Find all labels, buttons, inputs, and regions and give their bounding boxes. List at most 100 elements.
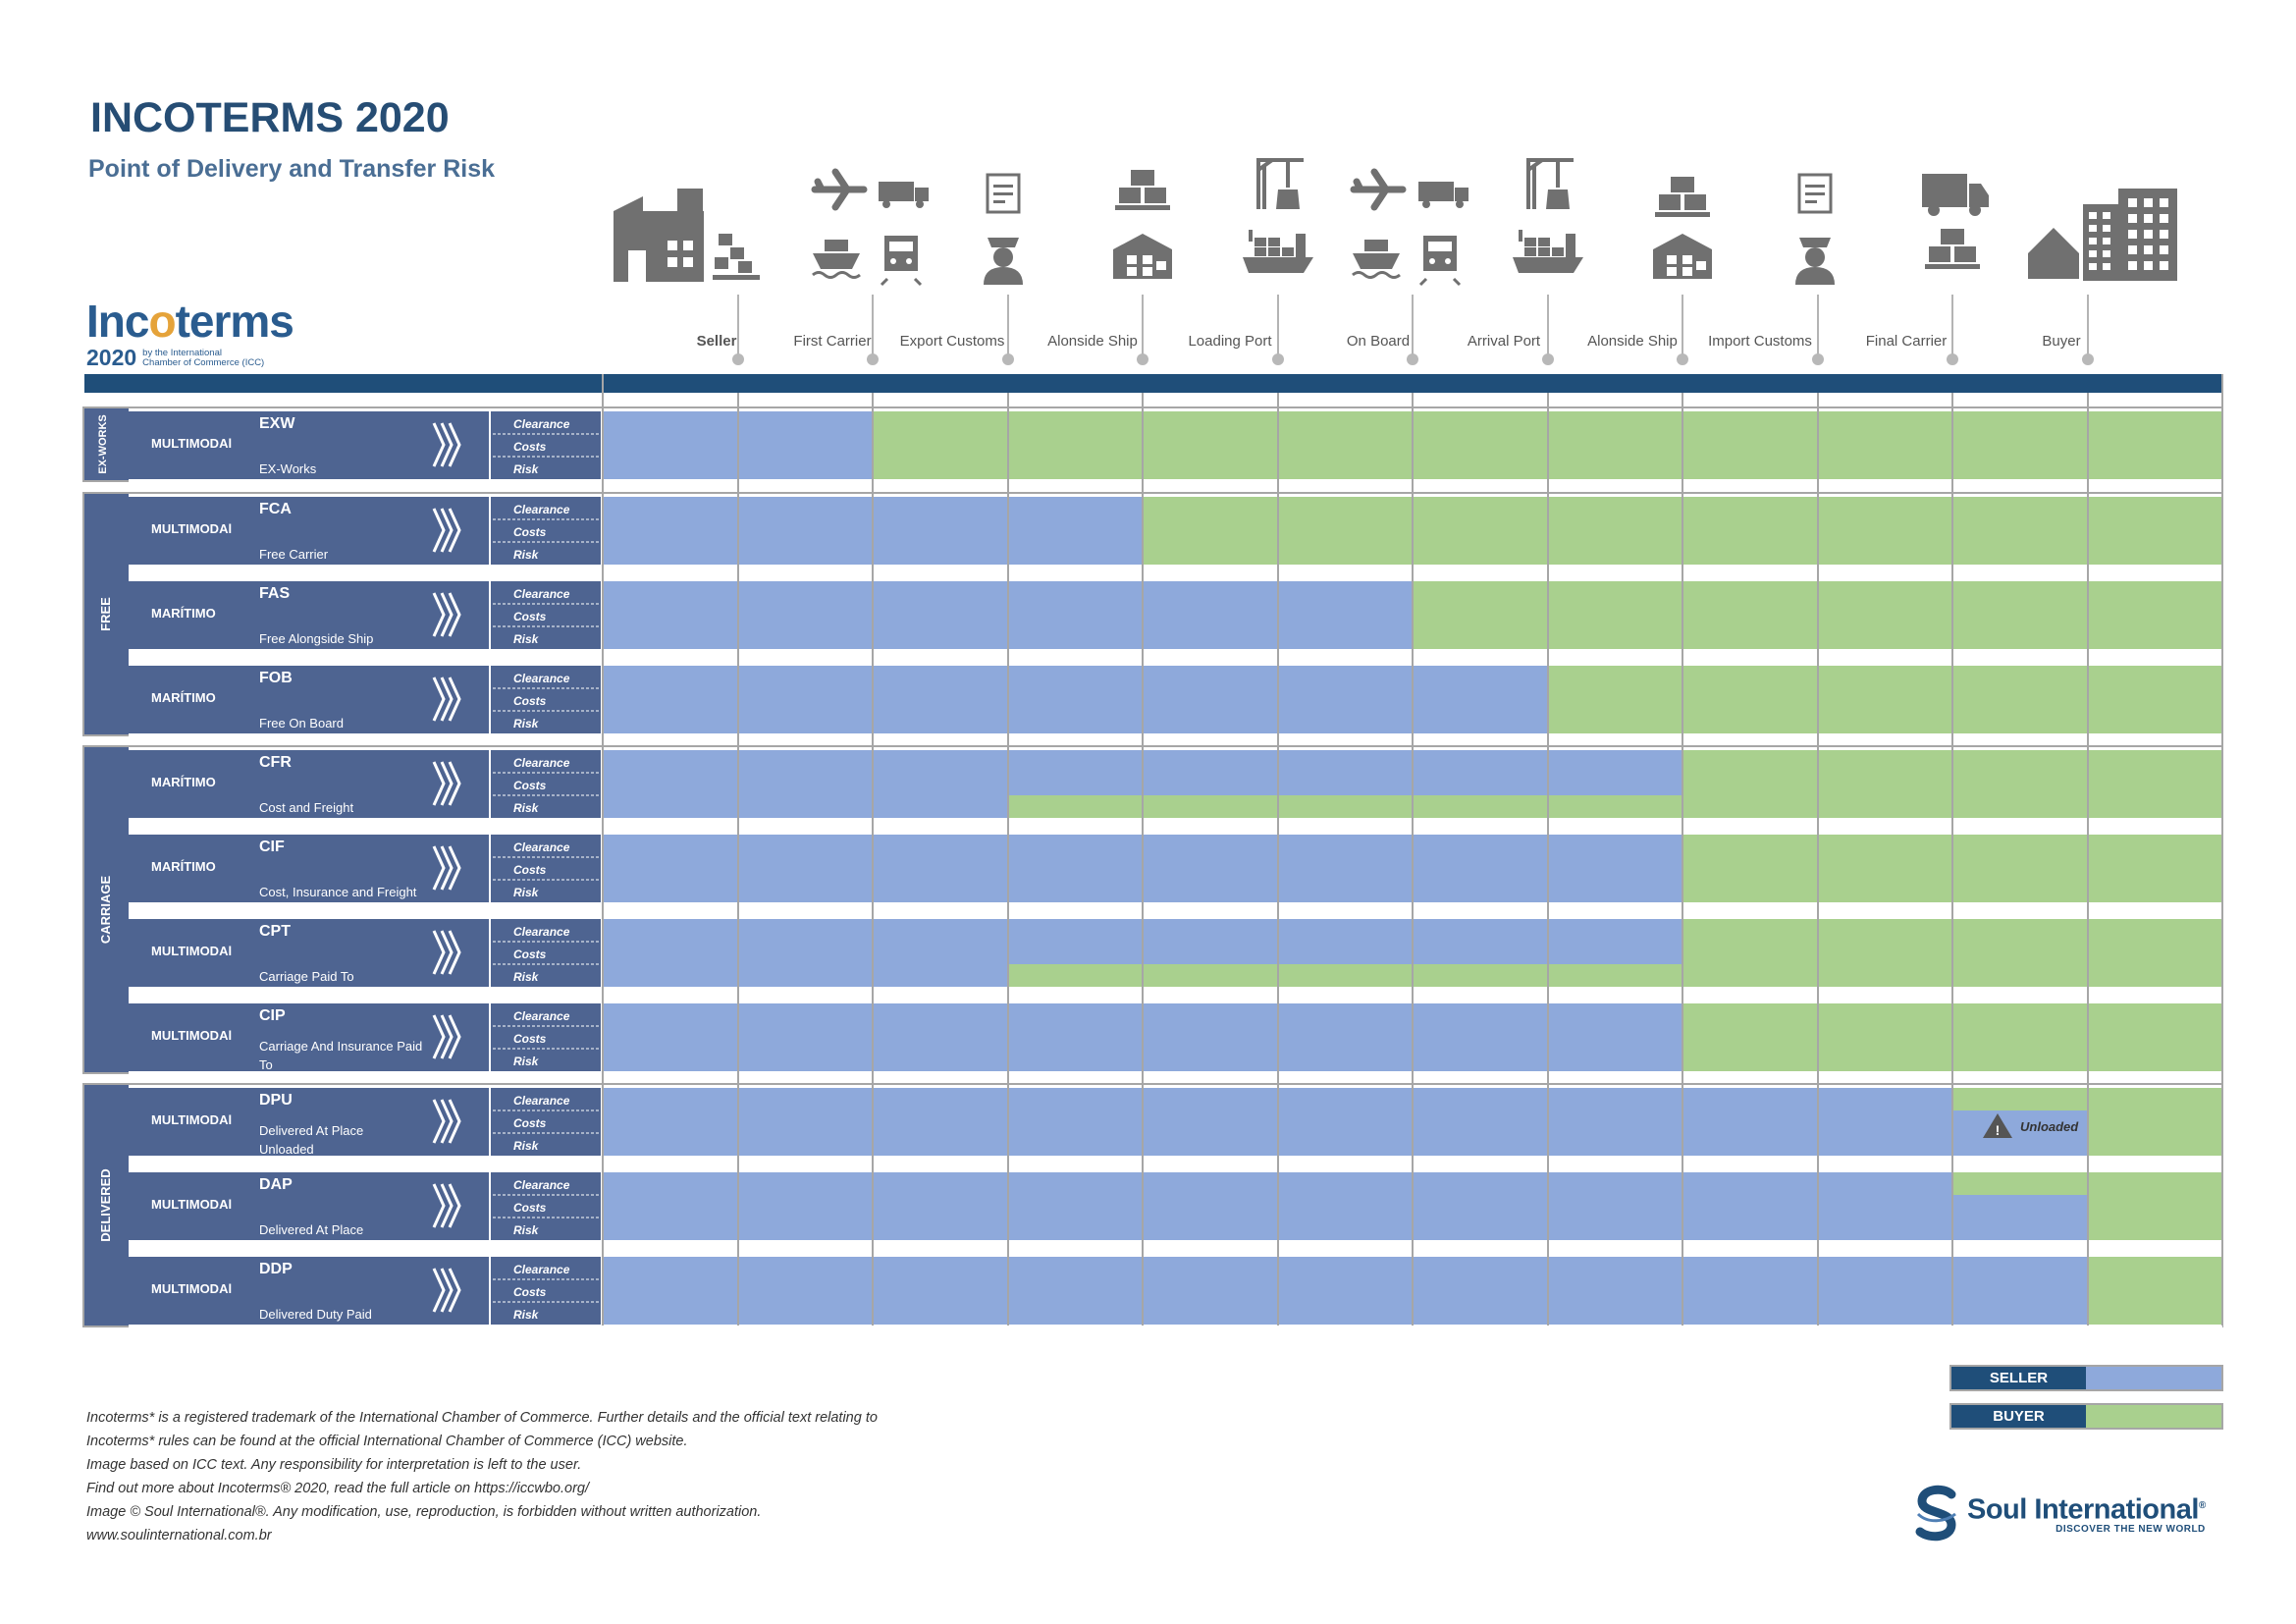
term-code: FAS (259, 585, 290, 602)
cargo-crate-icon (1119, 188, 1141, 203)
term-code: DPU (259, 1092, 293, 1109)
cargo-boxes-icon (730, 247, 744, 259)
truck-icon (879, 182, 914, 201)
document-icon (986, 173, 1021, 214)
chevron-icon (440, 422, 454, 467)
warehouse-box (1156, 261, 1166, 270)
chevron-icon (448, 845, 461, 891)
point-label: First Carrier (793, 333, 871, 350)
customs-officer-icon (988, 238, 1019, 247)
cargo-crate-icon (1671, 177, 1694, 192)
brand-reg: ® (2198, 1499, 2206, 1511)
term-name: Cost and Freight (259, 800, 353, 815)
term-kind-column (491, 919, 601, 987)
building-window (2160, 261, 2168, 270)
container-ship-icon (1255, 238, 1266, 246)
kind-label: Costs (513, 1032, 547, 1046)
footnote-line: Incoterms* rules can be found at the off… (86, 1434, 688, 1449)
point-label: Alonside Ship (1587, 333, 1678, 350)
truck-icon (1422, 200, 1430, 208)
port-crane-icon (1276, 189, 1300, 209)
term-code: CPT (259, 923, 291, 940)
building-window (2160, 214, 2168, 223)
building-icon (2083, 204, 2118, 281)
term-mode: MULTIMODAl (151, 1281, 232, 1296)
incoterms-logo-year: 2020 (86, 345, 137, 370)
factory-icon-door (628, 250, 646, 282)
point-label: On Board (1347, 333, 1410, 350)
kind-label: Clearance (513, 840, 570, 854)
header-bar (84, 374, 2222, 393)
ship-icon (813, 253, 860, 269)
kind-label: Clearance (513, 756, 570, 770)
container-ship-icon (1566, 234, 1575, 257)
point-label: Export Customs (900, 333, 1005, 350)
container-ship-icon (1513, 257, 1583, 273)
buyer-bar (2088, 1257, 2222, 1279)
term-code: EXW (259, 415, 295, 432)
warning-icon (1983, 1113, 2012, 1138)
term-label-block (129, 919, 489, 987)
term-name: Carriage And Insurance Paid (259, 1039, 422, 1054)
building-window (2128, 214, 2137, 223)
kind-label: Risk (513, 1055, 540, 1068)
brand-tagline: DISCOVER THE NEW WORLD (2056, 1524, 2206, 1536)
warehouse-box (1682, 255, 1692, 264)
term-name: Delivered At Place (259, 1123, 363, 1138)
train-icon-window (889, 242, 913, 251)
buyer-bar (1008, 795, 2222, 818)
term-mode: MARÍTIMO (151, 859, 216, 874)
chevron-icon (440, 1099, 454, 1144)
truck-icon (1418, 182, 1454, 201)
term-name: EX-Works (259, 461, 317, 476)
truck-icon (915, 188, 929, 201)
seller-bar (603, 964, 1008, 987)
port-crane-icon (1256, 158, 1304, 209)
delivery-truck-icon (1969, 204, 1981, 216)
factory-window (683, 241, 693, 250)
truck-icon (1456, 200, 1464, 208)
term-label-block (129, 1003, 489, 1071)
term-label-block (129, 497, 489, 565)
term-label-block (129, 750, 489, 818)
chevron-icon (432, 1268, 446, 1313)
delivery-truck-icon (1969, 184, 1989, 207)
chevron-icon (440, 845, 454, 891)
kind-label: Risk (513, 1223, 540, 1237)
kind-label: Costs (513, 525, 547, 539)
point-label: Arrival Port (1468, 333, 1541, 350)
chevron-icon (440, 761, 454, 806)
point-marker (1002, 353, 1014, 365)
soul-international-logo: Soul International® DISCOVER THE NEW WOR… (1914, 1485, 2206, 1542)
chevron-icon (448, 508, 461, 553)
term-code: FOB (259, 670, 293, 686)
term-name: Free On Board (259, 716, 344, 731)
term-name: Carriage Paid To (259, 969, 354, 984)
chevron-icon (432, 1099, 446, 1144)
chevron-icon (432, 422, 446, 467)
train-icon (890, 258, 896, 264)
buyer-bar (1008, 964, 2222, 987)
term-mode: MULTIMODAl (151, 1197, 232, 1212)
group-label: FREE (98, 597, 113, 631)
kind-label: Risk (513, 717, 540, 731)
kind-label: Costs (513, 1285, 547, 1299)
buyer-bar (1548, 666, 2222, 688)
chevron-icon (432, 845, 446, 891)
ship-icon (1364, 240, 1388, 251)
term-kind-column (491, 497, 601, 565)
legend-buyer-swatch (2086, 1405, 2221, 1428)
building-window (2089, 263, 2097, 270)
point-marker (1407, 353, 1418, 365)
truck-icon (916, 200, 924, 208)
airplane-icon (811, 168, 868, 211)
term-kind-column (491, 1172, 601, 1240)
building-window (2103, 238, 2110, 244)
term-label-block (129, 1257, 489, 1325)
group-label: CARRIAGE (98, 876, 113, 945)
row-separator (129, 565, 2222, 575)
building-window (2103, 250, 2110, 257)
term-label-block (129, 411, 489, 479)
airplane-icon (1350, 168, 1407, 211)
